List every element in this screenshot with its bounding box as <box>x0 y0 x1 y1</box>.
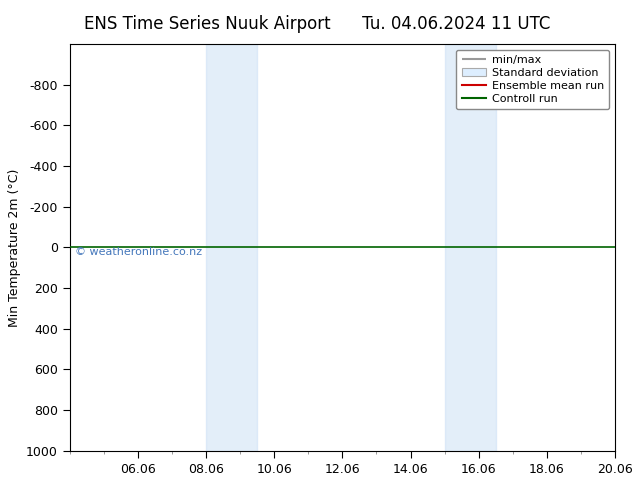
Y-axis label: Min Temperature 2m (°C): Min Temperature 2m (°C) <box>8 168 20 327</box>
Text: ENS Time Series Nuuk Airport      Tu. 04.06.2024 11 UTC: ENS Time Series Nuuk Airport Tu. 04.06.2… <box>84 15 550 33</box>
Legend: min/max, Standard deviation, Ensemble mean run, Controll run: min/max, Standard deviation, Ensemble me… <box>456 49 609 109</box>
Bar <box>206 44 257 451</box>
Bar <box>444 44 496 451</box>
Text: © weatheronline.co.nz: © weatheronline.co.nz <box>75 246 202 257</box>
